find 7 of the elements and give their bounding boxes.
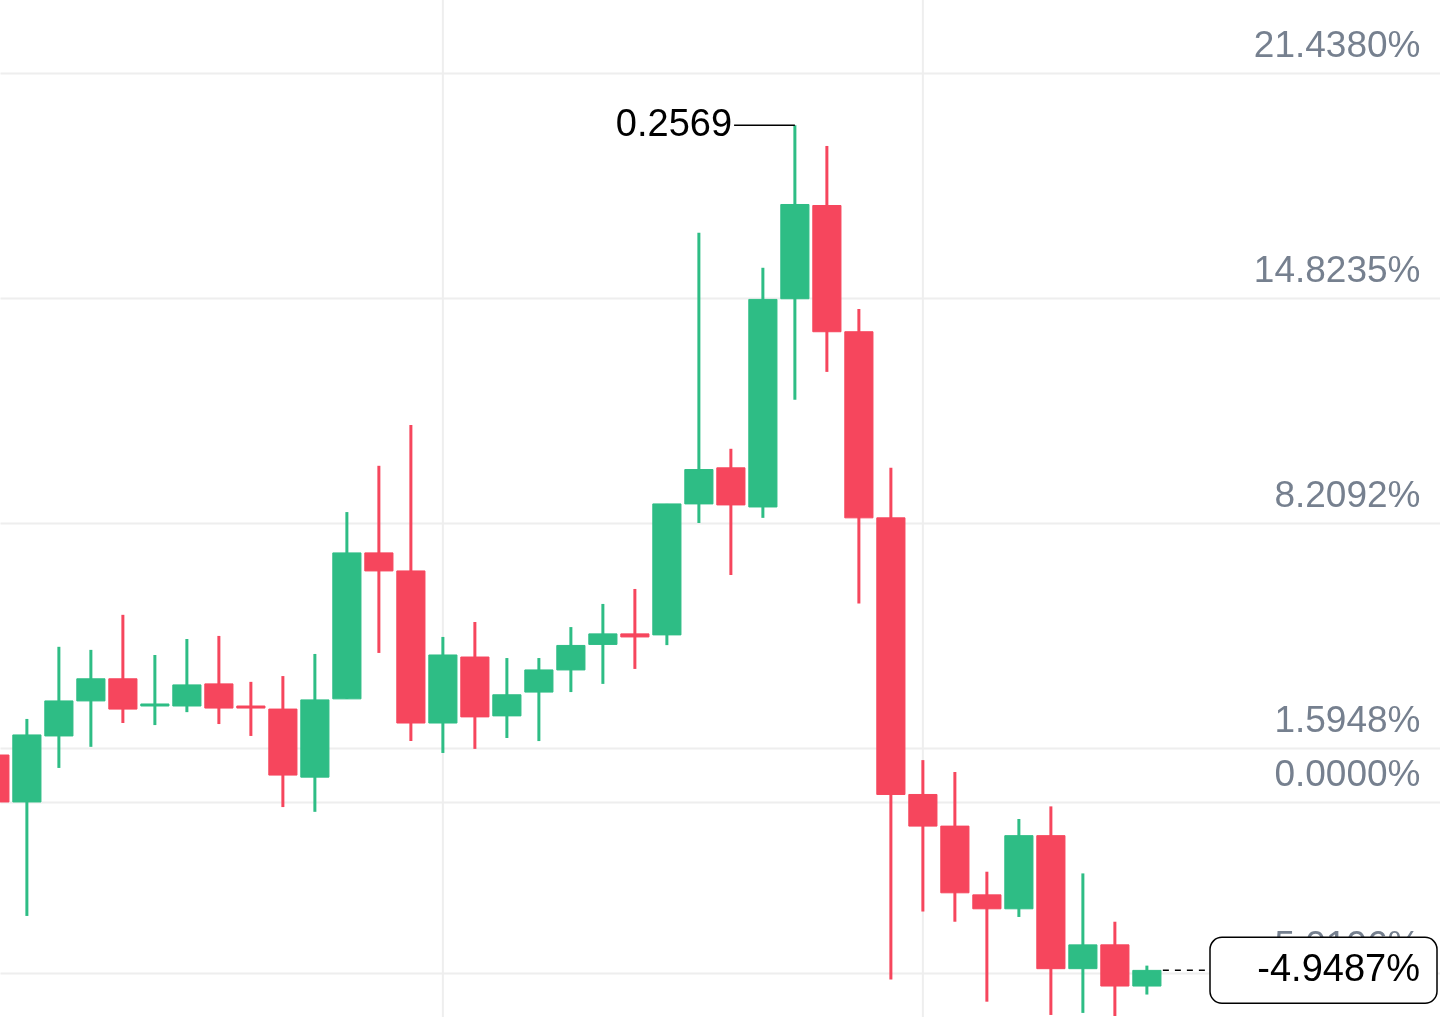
y-tick-label: 8.2092% xyxy=(1274,474,1421,516)
y-tick-label: 1.5948% xyxy=(1274,699,1421,741)
ref-line-label: -4.9487% xyxy=(1257,947,1420,990)
y-tick-label: 14.8235% xyxy=(1253,249,1421,291)
y-tick-label: 0.0000% xyxy=(1274,753,1421,795)
annotation: 0.2569 xyxy=(615,102,733,145)
y-tick-label: 21.4380% xyxy=(1253,24,1421,66)
